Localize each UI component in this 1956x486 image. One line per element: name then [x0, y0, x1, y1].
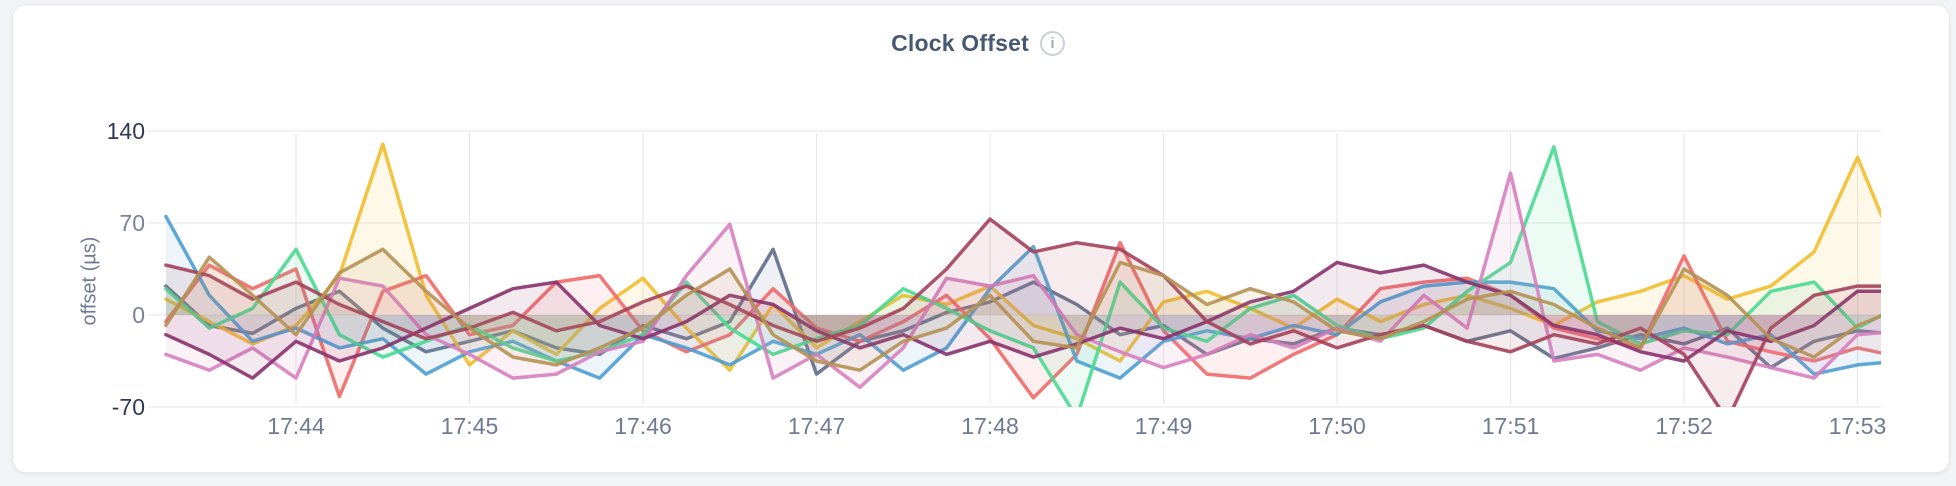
y-axis-tick-label: 70	[119, 210, 145, 236]
info-icon[interactable]: i	[1039, 31, 1065, 56]
x-axis-tick-label: 17:47	[787, 413, 846, 439]
x-axis-tick-label: 17:45	[440, 413, 499, 439]
x-axis-tick-label: 17:50	[1308, 413, 1366, 439]
chart-header: Clock Offset i	[0, 30, 1956, 57]
y-axis-tick-label: 0	[132, 302, 145, 328]
x-axis-tick-label: 17:48	[961, 413, 1019, 439]
x-axis-tick-label: 17:51	[1481, 413, 1540, 439]
x-axis-tick-label: 17:44	[267, 413, 325, 439]
y-axis-tick-label: 140	[106, 118, 145, 144]
clock-offset-panel	[12, 4, 1950, 473]
x-axis-tick-label: 17:53	[1828, 413, 1887, 439]
x-axis-tick-label: 17:49	[1134, 413, 1193, 439]
y-axis-tick-label: -70	[111, 394, 145, 420]
x-axis-tick-label: 17:46	[614, 413, 672, 439]
chart-title: Clock Offset	[891, 30, 1029, 56]
x-axis-tick-label: 17:52	[1655, 413, 1713, 439]
